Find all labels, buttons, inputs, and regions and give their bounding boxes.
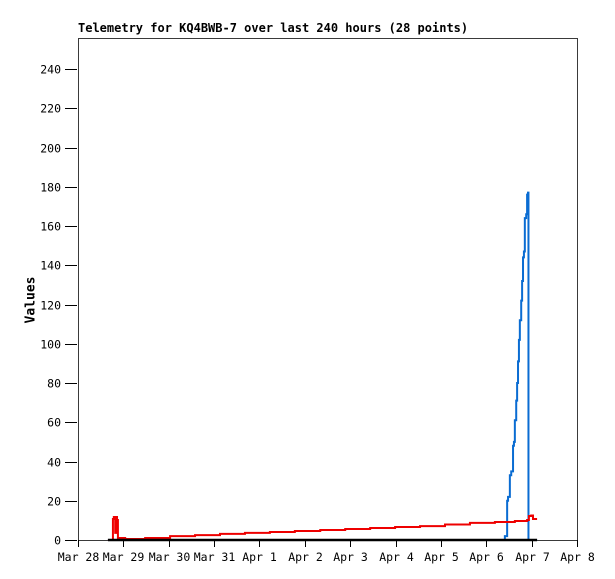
- y-tick-label: 140: [40, 259, 61, 273]
- plot-frame: [78, 38, 578, 541]
- series-line-channel-blue: [107, 191, 538, 541]
- x-tick-label: Apr 5: [424, 550, 459, 564]
- y-tick-label: 120: [40, 299, 61, 313]
- x-tick-label: Apr 2: [288, 550, 323, 564]
- y-tick-label: 40: [47, 456, 61, 470]
- x-tick-label: Apr 8: [560, 550, 595, 564]
- x-tick-label: Apr 7: [515, 550, 550, 564]
- x-tick-label: Apr 6: [469, 550, 504, 564]
- y-tick-label: 200: [40, 142, 61, 156]
- y-tick-label: 100: [40, 338, 61, 352]
- y-tick-label: 220: [40, 102, 61, 116]
- x-tick-label: Mar 28: [58, 550, 100, 564]
- x-tick-label: Apr 3: [333, 550, 368, 564]
- chart-title: Telemetry for KQ4BWB-7 over last 240 hou…: [78, 21, 469, 35]
- x-tick-label: Mar 31: [194, 550, 236, 564]
- y-tick-label: 0: [54, 534, 61, 548]
- y-tick-label: 160: [40, 220, 61, 234]
- x-tick-label: Apr 1: [242, 550, 277, 564]
- y-tick-label: 20: [47, 495, 61, 509]
- y-tick-label: 180: [40, 181, 61, 195]
- x-tick-label: Mar 30: [149, 550, 191, 564]
- series-line-channel-red: [107, 514, 538, 541]
- y-tick-label: 80: [47, 377, 61, 391]
- x-tick-label: Apr 4: [379, 550, 414, 564]
- y-tick-label: 60: [47, 416, 61, 430]
- x-tick-label: Mar 29: [103, 550, 145, 564]
- y-tick-label: 240: [40, 63, 61, 77]
